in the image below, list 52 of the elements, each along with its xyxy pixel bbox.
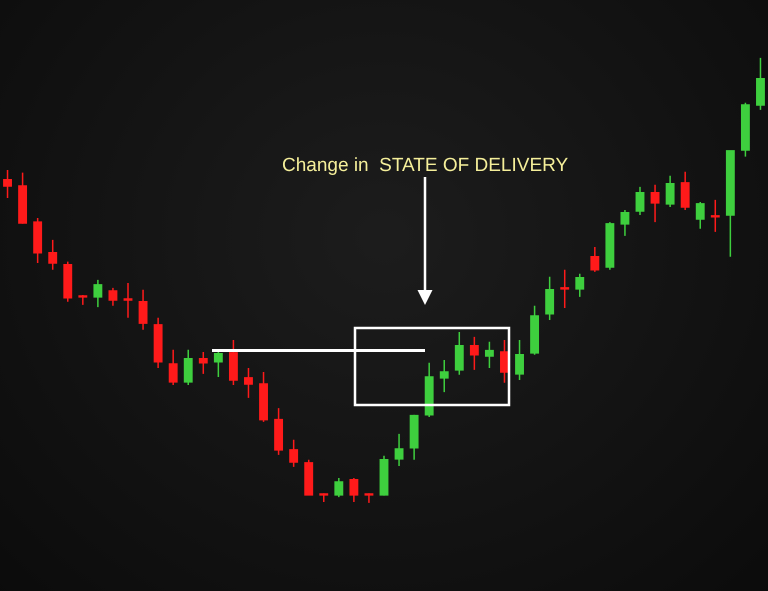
candlestick: [726, 150, 735, 258]
candlestick: [666, 175, 675, 208]
candlestick: [124, 282, 132, 318]
candlestick: [560, 268, 570, 309]
candlestick: [710, 199, 720, 233]
candlestick: [78, 294, 88, 306]
candlestick: [590, 246, 600, 273]
candlestick: [575, 272, 584, 298]
candlestick: [650, 184, 660, 223]
candlestick: [380, 454, 388, 497]
candlestick: [168, 349, 178, 386]
candlestick: [214, 349, 223, 378]
candlestick: [228, 339, 238, 386]
candlestick: [440, 359, 449, 393]
candlestick: [289, 438, 298, 468]
candlestick: [470, 336, 479, 371]
candlestick: [18, 172, 28, 225]
candlestick: [680, 171, 690, 211]
candlestick: [154, 317, 163, 369]
candlestick: [244, 367, 253, 399]
candlestick: [756, 57, 765, 111]
candlestick: [500, 339, 509, 384]
candlestick: [274, 407, 284, 456]
candlestick: [484, 341, 494, 369]
candlestick: [93, 279, 102, 308]
candlestick: [304, 458, 314, 496]
candlestick: [545, 276, 554, 321]
candlestick: [108, 287, 118, 306]
candlestick: [740, 102, 750, 158]
candlestick: [198, 351, 208, 375]
candlestick: [394, 433, 404, 467]
candlestick: [63, 260, 72, 302]
candlestick: [319, 492, 328, 503]
candlestick: [48, 239, 58, 270]
candlestick: [530, 304, 540, 356]
candlestick: [515, 339, 524, 381]
candlestick: [138, 288, 148, 331]
candlestick: [410, 414, 419, 460]
candlestick: [696, 201, 705, 230]
candlestick: [184, 349, 193, 386]
candlestick: [636, 186, 644, 216]
candlestick: [349, 477, 358, 503]
candlestick: [364, 492, 374, 504]
candlestick: [259, 371, 268, 423]
candlestick: [33, 217, 42, 264]
candlestick: [605, 221, 614, 270]
candlestick: [454, 331, 464, 376]
candlestick: [424, 362, 434, 418]
candlestick: [3, 169, 12, 199]
candlestick: [620, 209, 630, 237]
annotation: Change in STATE OF DELIVERY: [282, 155, 568, 176]
candlestick: [334, 477, 344, 498]
